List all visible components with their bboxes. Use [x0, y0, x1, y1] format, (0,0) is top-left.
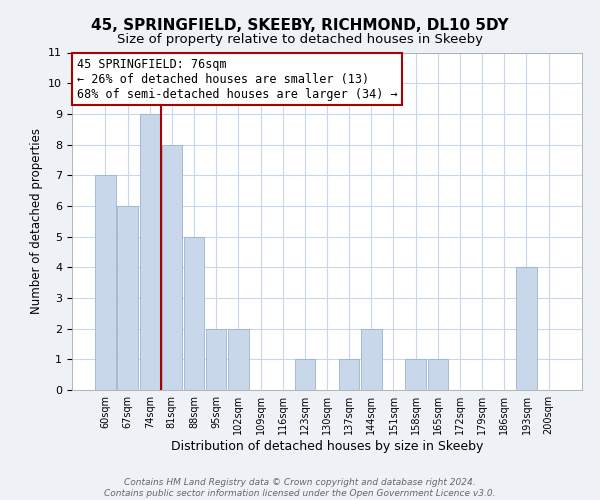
Bar: [516, 268, 536, 390]
Text: 45, SPRINGFIELD, SKEEBY, RICHMOND, DL10 5DY: 45, SPRINGFIELD, SKEEBY, RICHMOND, DL10 …: [91, 18, 509, 32]
Bar: [295, 360, 315, 390]
Text: Contains HM Land Registry data © Crown copyright and database right 2024.
Contai: Contains HM Land Registry data © Crown c…: [104, 478, 496, 498]
Bar: [95, 175, 116, 390]
Bar: [339, 360, 359, 390]
Bar: [161, 144, 182, 390]
X-axis label: Distribution of detached houses by size in Skeeby: Distribution of detached houses by size …: [171, 440, 483, 453]
Bar: [118, 206, 138, 390]
Text: Size of property relative to detached houses in Skeeby: Size of property relative to detached ho…: [117, 32, 483, 46]
Y-axis label: Number of detached properties: Number of detached properties: [30, 128, 43, 314]
Bar: [428, 360, 448, 390]
Bar: [140, 114, 160, 390]
Bar: [228, 328, 248, 390]
Bar: [184, 236, 204, 390]
Bar: [361, 328, 382, 390]
Bar: [206, 328, 226, 390]
Text: 45 SPRINGFIELD: 76sqm
← 26% of detached houses are smaller (13)
68% of semi-deta: 45 SPRINGFIELD: 76sqm ← 26% of detached …: [77, 58, 398, 100]
Bar: [406, 360, 426, 390]
